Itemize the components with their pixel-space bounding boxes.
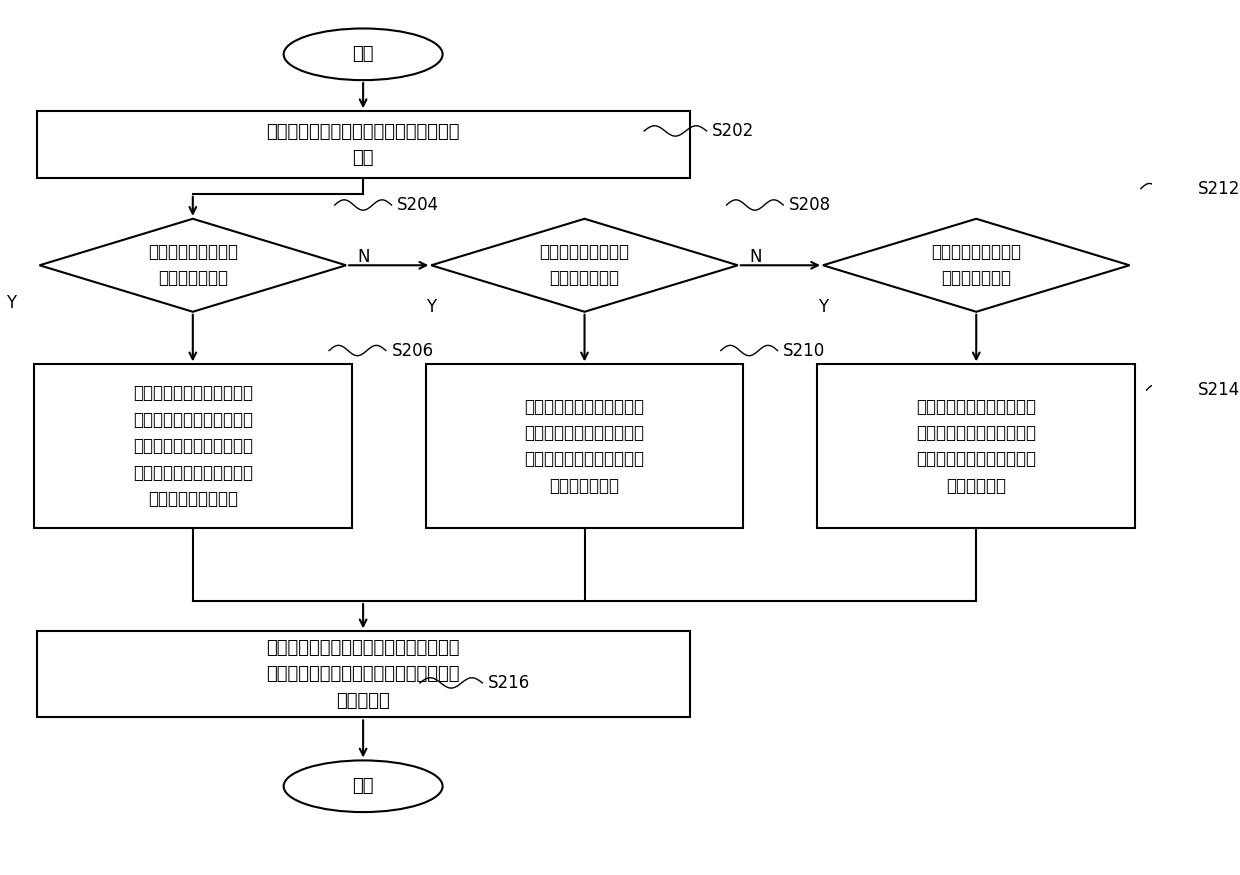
Polygon shape (823, 219, 1130, 312)
FancyBboxPatch shape (33, 364, 352, 528)
Text: 接收制冷开机指令后，获取新风机的回风
温度: 接收制冷开机指令后，获取新风机的回风 温度 (267, 123, 460, 167)
Text: S204: S204 (397, 196, 439, 214)
Text: 判断回风温度是否处
于第二温度区间: 判断回风温度是否处 于第二温度区间 (539, 243, 630, 288)
Text: S216: S216 (489, 674, 531, 692)
Ellipse shape (284, 760, 443, 812)
Ellipse shape (284, 29, 443, 80)
Text: Y: Y (818, 298, 828, 317)
Text: S212: S212 (1198, 179, 1240, 198)
Text: N: N (749, 248, 761, 266)
Polygon shape (40, 219, 346, 312)
FancyBboxPatch shape (37, 111, 689, 178)
Text: 判断回风温度是否处
于第一温度区间: 判断回风温度是否处 于第一温度区间 (148, 243, 238, 288)
Text: 根据当前过热度与目标过热度的差值计算
出阀体的调整开度，并根据调整开度对阀
体进行控制: 根据当前过热度与目标过热度的差值计算 出阀体的调整开度，并根据调整开度对阀 体进… (267, 639, 460, 710)
Text: 计算新风机的室内换热器的
出口处的制冷剂温度与入口
处的制冷剂温度的差值，差
值为当前过热度: 计算新风机的室内换热器的 出口处的制冷剂温度与入口 处的制冷剂温度的差值，差 值… (525, 397, 645, 494)
Text: S214: S214 (1198, 382, 1240, 399)
Text: Y: Y (6, 294, 16, 312)
Text: 计算新风机的室内换热器的
出口处温度与新风机的回风
温度的修正值的差值，差值
为当前过热度: 计算新风机的室内换热器的 出口处温度与新风机的回风 温度的修正值的差值，差值 为… (916, 397, 1037, 494)
FancyBboxPatch shape (425, 364, 744, 528)
Text: 结束: 结束 (352, 777, 374, 795)
Text: S202: S202 (712, 122, 754, 140)
Text: 计算多联机的多个室内机的
换热器出口处的制冷剂平均
温度与新风机的室内换热器
入口处的制冷剂温度的差值
，差值为当前过热度: 计算多联机的多个室内机的 换热器出口处的制冷剂平均 温度与新风机的室内换热器 入… (133, 384, 253, 507)
FancyBboxPatch shape (817, 364, 1135, 528)
Text: N: N (357, 248, 370, 266)
Text: Y: Y (427, 298, 436, 317)
Polygon shape (432, 219, 738, 312)
FancyBboxPatch shape (37, 631, 689, 718)
Text: S208: S208 (789, 196, 831, 214)
Text: S210: S210 (784, 341, 826, 360)
Text: 判断回风温度是否处
于第三温度区间: 判断回风温度是否处 于第三温度区间 (931, 243, 1022, 288)
Text: 开始: 开始 (352, 46, 374, 63)
Text: S206: S206 (392, 341, 434, 360)
